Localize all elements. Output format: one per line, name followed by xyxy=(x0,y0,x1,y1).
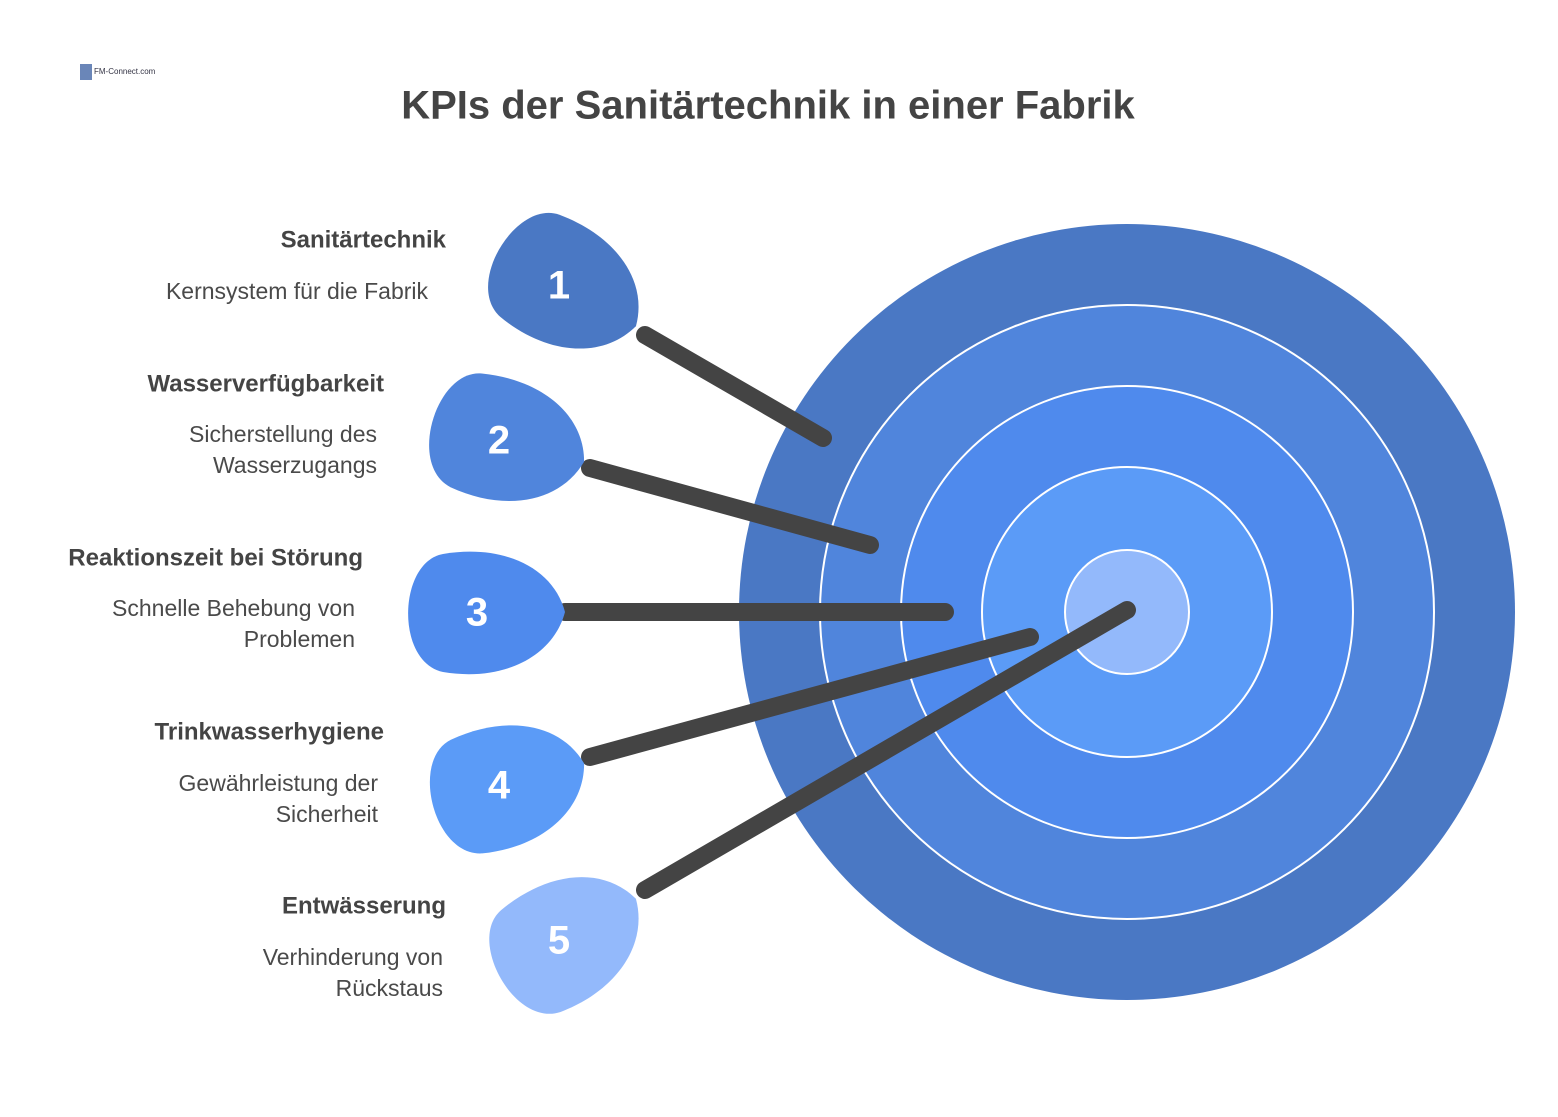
dart-number: 4 xyxy=(488,764,511,808)
item-description: Verhinderung von xyxy=(263,944,443,970)
dart-shaft xyxy=(636,326,832,447)
item-title: Sanitärtechnik xyxy=(281,226,447,253)
item-title: Trinkwasserhygiene xyxy=(155,718,384,745)
title: KPIs der Sanitärtechnik in einer Fabrik xyxy=(401,84,1135,128)
logo-icon xyxy=(80,64,92,80)
item-title: Reaktionszeit bei Störung xyxy=(68,544,363,571)
item-description: Sicherstellung des xyxy=(189,421,377,447)
item-description: Kernsystem für die Fabrik xyxy=(166,278,429,304)
item-title: Wasserverfügbarkeit xyxy=(147,370,384,397)
dart-shaft xyxy=(581,628,1039,766)
item-description: Sicherheit xyxy=(276,801,379,827)
dart-head xyxy=(489,877,639,1014)
dart-number: 1 xyxy=(548,264,570,308)
logo: FM-Connect.com xyxy=(94,67,156,76)
item-description: Rückstaus xyxy=(336,975,443,1001)
item-description: Gewährleistung der xyxy=(179,770,379,796)
dart-head xyxy=(429,725,585,854)
item-description: Problemen xyxy=(244,626,355,652)
dart-number: 5 xyxy=(548,919,570,963)
dart-head xyxy=(488,212,639,349)
dart-shaft xyxy=(581,459,879,554)
dart-head xyxy=(429,373,585,501)
dart-number: 2 xyxy=(488,419,510,463)
item-description: Schnelle Behebung von xyxy=(112,595,355,621)
dart-head xyxy=(408,551,565,675)
dart-shaft xyxy=(636,601,1136,899)
dart-number: 3 xyxy=(466,591,488,635)
item-description: Wasserzugangs xyxy=(213,452,377,478)
item-title: Entwässerung xyxy=(282,892,446,919)
